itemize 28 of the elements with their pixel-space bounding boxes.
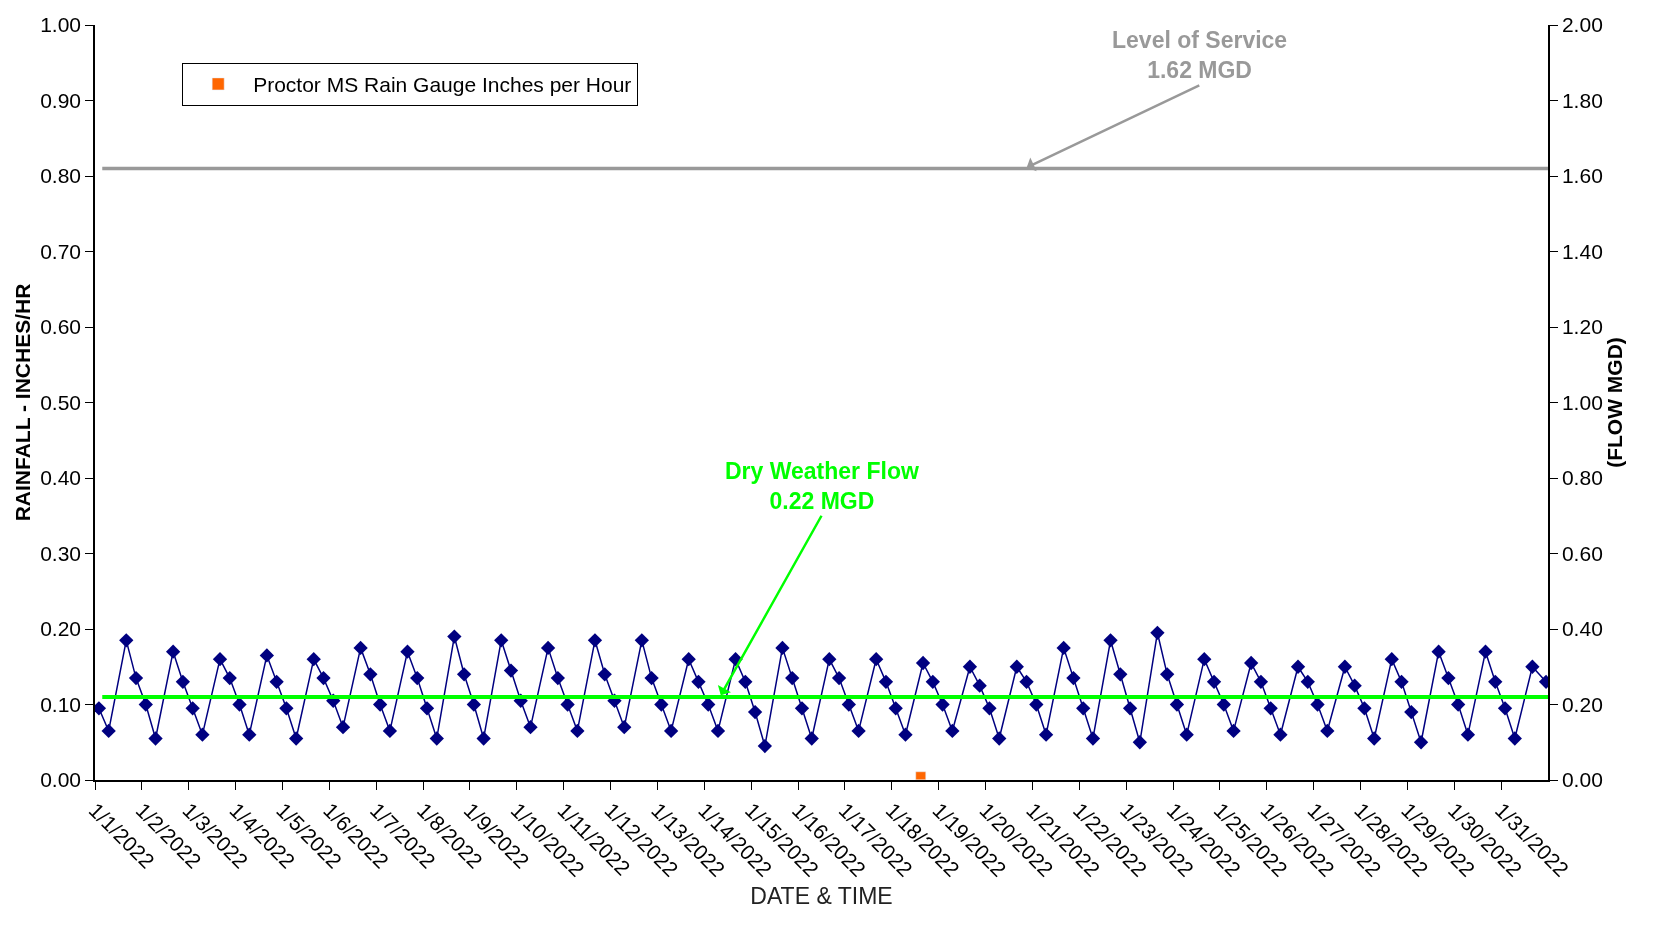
y-tick-label: 0.00	[40, 768, 82, 792]
y-tick-label: 1.00	[40, 13, 82, 37]
y-axis-title: RAINFALL - INCHES/HR	[10, 283, 34, 522]
y2-tick-label: 0.80	[1561, 466, 1603, 490]
y-tick-label: 0.80	[40, 164, 82, 188]
y2-tick-label: 0.40	[1561, 617, 1603, 641]
legend-label: Proctor MS Rain Gauge Inches per Hour	[253, 73, 632, 97]
y2-tick-label: 2.00	[1561, 13, 1603, 37]
y2-tick-label: 0.00	[1561, 768, 1603, 792]
y-tick-label: 0.60	[40, 315, 82, 339]
y2-tick-label: 1.60	[1561, 164, 1603, 188]
y-tick-label: 0.40	[40, 466, 82, 490]
y2-tick-label: 1.40	[1561, 239, 1603, 263]
y-tick-label: 0.20	[40, 617, 82, 641]
y2-axis-title: (FLOW MGD)	[1602, 337, 1626, 468]
y2-tick-label: 1.00	[1561, 390, 1603, 414]
y-tick-label: 0.50	[40, 390, 82, 414]
ref-line-label: Dry Weather Flow 0.22 MGD	[725, 458, 919, 514]
ref-line-label: Level of Service 1.62 MGD	[1112, 27, 1288, 83]
x-axis-title: DATE & TIME	[750, 882, 893, 909]
y-tick-label: 0.30	[40, 541, 82, 565]
y2-tick-label: 0.60	[1561, 541, 1603, 565]
y-tick-label: 0.90	[40, 88, 82, 112]
y-tick-label: 0.70	[40, 239, 82, 263]
y2-tick-label: 1.20	[1561, 315, 1603, 339]
y2-tick-label: 1.80	[1561, 88, 1603, 112]
y-tick-label: 0.10	[40, 692, 82, 716]
y2-tick-label: 0.20	[1561, 692, 1603, 716]
